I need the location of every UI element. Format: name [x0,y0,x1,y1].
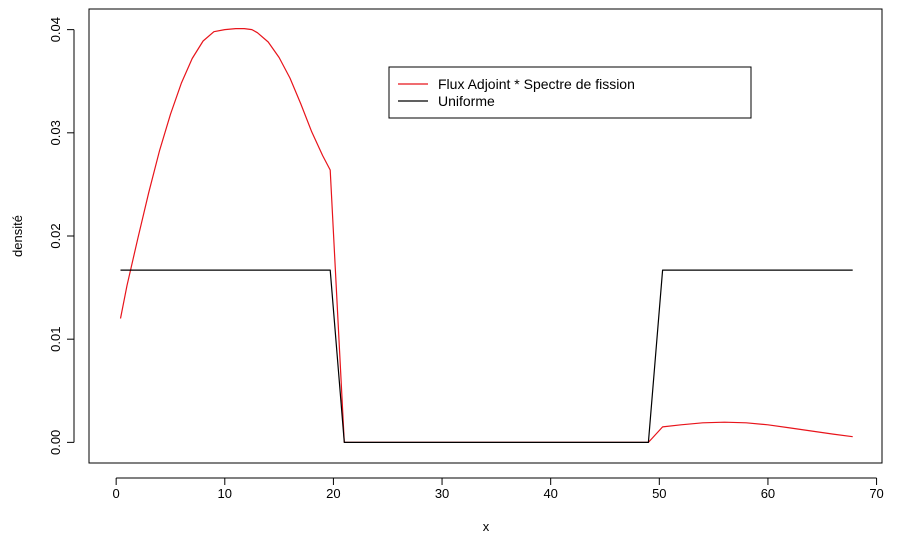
y-axis-label: densité [10,215,25,257]
x-tick-label: 10 [218,486,232,501]
legend: Flux Adjoint * Spectre de fission Unifor… [388,66,752,119]
legend-label-uniforme: Uniforme [438,93,495,109]
x-tick-label: 40 [543,486,557,501]
x-tick-label: 70 [869,486,883,501]
x-tick-label: 0 [113,486,120,501]
y-axis: 0.00 0.01 0.02 0.03 0.04 [48,17,75,455]
legend-label-flux-adjoint: Flux Adjoint * Spectre de fission [438,76,635,92]
plot-box [88,8,883,464]
series-line-flux-adjoint [119,28,853,443]
x-axis: 0 10 20 30 40 50 60 70 [113,477,884,501]
legend-box [388,66,752,119]
y-tick-label: 0.03 [48,120,63,145]
series-line-uniforme [120,269,853,443]
y-tick-label: 0.02 [48,223,63,248]
x-tick-label: 60 [761,486,775,501]
x-tick-label: 50 [652,486,666,501]
x-axis-label: x [483,519,490,534]
x-tick-label: 30 [435,486,449,501]
x-tick-label: 20 [326,486,340,501]
y-tick-label: 0.04 [48,17,63,42]
y-tick-label: 0.00 [48,430,63,455]
series-layer [119,28,853,443]
y-tick-label: 0.01 [48,327,63,352]
